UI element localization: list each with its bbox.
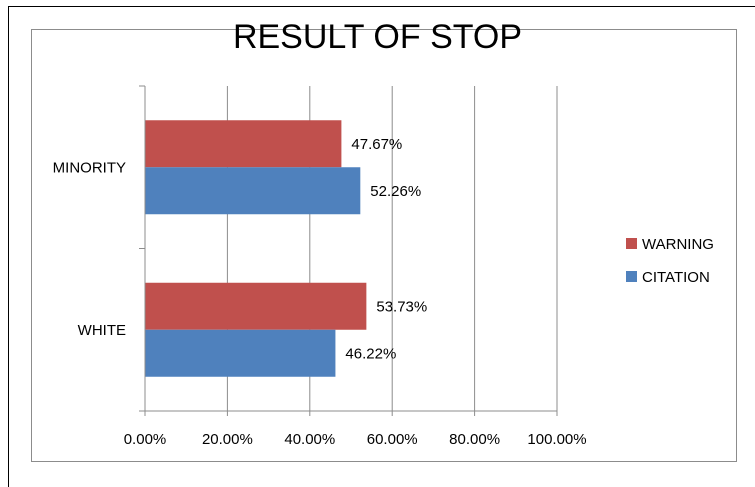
data-label: 52.26% bbox=[370, 183, 421, 200]
data-label: 47.67% bbox=[351, 136, 402, 153]
axes: 0.00% 20.00% 40.00% 60.00% 80.00% 100.00% bbox=[124, 85, 587, 448]
data-label: 53.73% bbox=[376, 298, 427, 315]
data-label: 46.22% bbox=[345, 345, 396, 362]
data-labels: MINORITY 47.67% 52.26% WHITE 53.73% 46.22% bbox=[53, 136, 428, 363]
legend: WARNING CITATION bbox=[626, 236, 714, 286]
x-tick-label: 0.00% bbox=[124, 431, 167, 448]
legend-label: CITATION bbox=[642, 269, 710, 286]
x-tick-label: 40.00% bbox=[284, 431, 335, 448]
chart-area bbox=[31, 29, 737, 462]
outer-frame bbox=[8, 6, 755, 487]
category-label: WHITE bbox=[78, 322, 126, 339]
legend-swatch-citation bbox=[626, 271, 637, 282]
bar-warning bbox=[145, 282, 367, 330]
legend-label: WARNING bbox=[642, 236, 714, 253]
category-label: MINORITY bbox=[53, 159, 126, 176]
bars bbox=[145, 120, 367, 377]
bar-citation bbox=[145, 167, 361, 215]
x-tick-label: 20.00% bbox=[202, 431, 253, 448]
bar-citation bbox=[145, 329, 336, 377]
chart-title: RESULT OF STOP bbox=[232, 18, 523, 56]
x-tick-label: 100.00% bbox=[527, 431, 586, 448]
x-tick-label: 80.00% bbox=[449, 431, 500, 448]
x-tick-label: 60.00% bbox=[367, 431, 418, 448]
bar-warning bbox=[145, 120, 342, 168]
legend-swatch-warning bbox=[626, 238, 637, 249]
